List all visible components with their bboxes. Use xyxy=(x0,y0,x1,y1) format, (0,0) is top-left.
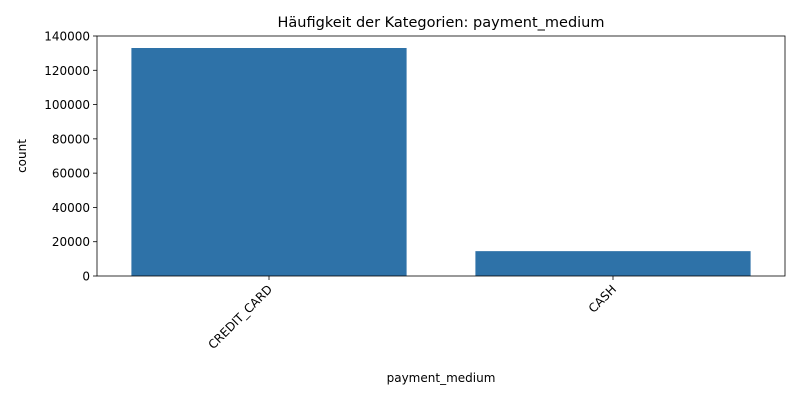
y-tick-label: 140000 xyxy=(44,30,90,44)
y-tick-label: 100000 xyxy=(44,98,90,112)
bar-credit-card xyxy=(131,48,407,276)
x-tick-label: CREDIT_CARD xyxy=(205,282,275,352)
y-tick-label: 20000 xyxy=(52,235,90,249)
y-tick-label: 80000 xyxy=(52,132,90,146)
y-axis-label: count xyxy=(15,139,29,173)
x-tick-label: CASH xyxy=(586,282,619,315)
x-axis-label: payment_medium xyxy=(387,371,496,385)
plot-area: CREDIT_CARD CASH 0 20000 40000 60000 80000 1000… xyxy=(44,30,786,352)
y-tick-label: 60000 xyxy=(52,167,90,181)
y-tick-label: 120000 xyxy=(44,64,90,78)
axes-frame xyxy=(96,35,786,277)
chart-title: Häufigkeit der Kategorien: payment_mediu… xyxy=(278,15,605,31)
y-tick-label: 0 xyxy=(82,270,90,284)
y-tick-label: 40000 xyxy=(52,201,90,215)
bar-cash xyxy=(475,251,751,276)
